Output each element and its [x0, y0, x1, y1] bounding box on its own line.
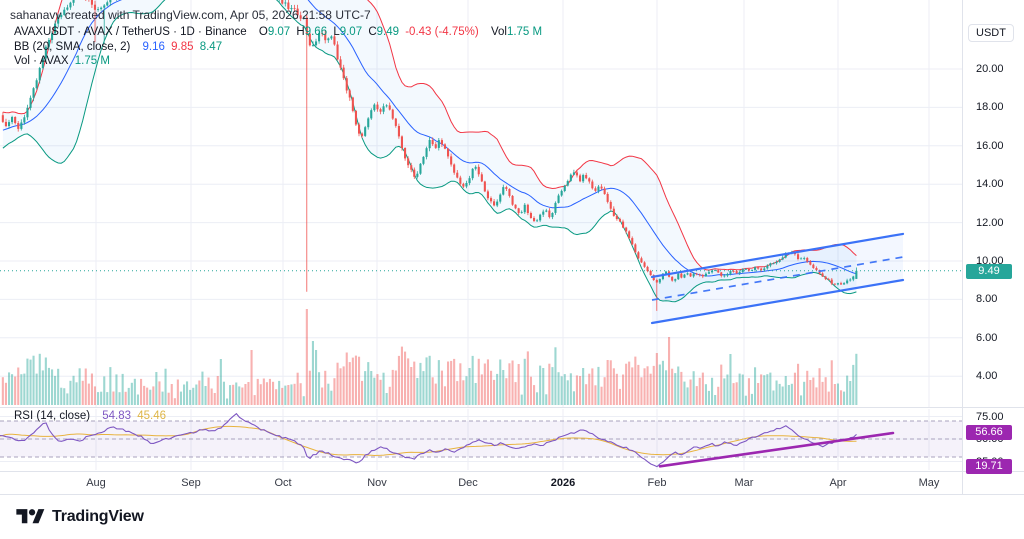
last-price-badge: 9.49 [966, 264, 1012, 279]
open-label: O [258, 26, 268, 38]
open-value: 9.07 [267, 26, 291, 38]
price-axis-separator [962, 0, 963, 495]
channel-fill [652, 233, 903, 323]
time-tick-label: 2026 [550, 477, 576, 489]
rsi-ma-line [0, 425, 857, 457]
time-tick-label: Apr [829, 477, 847, 489]
time-tick-label: Mar [734, 477, 754, 489]
rsi-ma-value: 45.46 [137, 410, 167, 422]
price-axis[interactable]: 20.00 18.00 16.00 14.00 12.00 10.00 8.00 6.00 4.… [963, 0, 1024, 471]
price-tick-label: 4.00 [976, 370, 998, 383]
rsi-trendline-start-badge: 19.71 [966, 459, 1012, 474]
change-value: -0.43 (-4.75%) [405, 26, 479, 38]
close-value: 9.49 [376, 26, 400, 38]
volume-row-label[interactable]: Vol · AVAX [14, 55, 69, 67]
price-tick-label: 18.00 [976, 101, 1004, 114]
currency-chip[interactable]: USDT [968, 24, 1014, 42]
time-tick-label: Dec [458, 477, 478, 489]
vol-value: 1.75 M [506, 26, 543, 38]
price-tick-label: 14.00 [976, 178, 1004, 191]
ascending-channel-drawing[interactable] [650, 232, 905, 325]
main-price-pane[interactable] [0, 0, 962, 407]
time-tick-label: Sep [181, 477, 201, 489]
price-tick-label: 12.00 [976, 216, 1004, 229]
price-tick-label: 8.00 [976, 293, 998, 306]
rsi-line [0, 412, 857, 468]
time-tick-label: May [918, 477, 940, 489]
rsi-pane[interactable] [0, 409, 962, 470]
vol-label: Vol [490, 26, 507, 38]
close-label: C [368, 26, 377, 38]
volume-legend-row[interactable]: Vol · AVAX 1.75 M [14, 55, 113, 67]
bb-lower-line [2, 0, 857, 303]
volume-bars [1, 309, 858, 405]
price-tick-label: 6.00 [976, 331, 998, 344]
watermark-text: sahanavv created with TradingView.com, A… [10, 8, 371, 22]
high-value: 9.66 [304, 26, 328, 38]
bb-lower-value: 8.47 [199, 41, 223, 53]
time-axis[interactable]: Aug Sep Oct Nov Dec 2026 Feb Mar Apr May [0, 472, 962, 494]
time-tick-label: Feb [647, 477, 667, 489]
rsi-value: 54.83 [102, 410, 132, 422]
symbol-legend-row[interactable]: AVAXUSDT · AVAX / TetherUS · 1D · Binanc… [14, 26, 545, 38]
bb-label[interactable]: BB (20, SMA, close, 2) [14, 41, 131, 53]
price-tick-label: 20.00 [976, 63, 1004, 75]
volume-row-value: 1.75 M [74, 55, 110, 67]
tradingview-footer[interactable]: TradingView [16, 504, 144, 530]
time-tick-label: Oct [274, 477, 292, 489]
rsi-trendline-end-badge: 56.66 [966, 425, 1012, 440]
price-tick-label: 16.00 [976, 139, 1004, 152]
symbol-title[interactable]: AVAXUSDT · AVAX / TetherUS · 1D · Binanc… [14, 26, 247, 38]
time-axis-separator [0, 471, 1024, 472]
time-tick-label: Nov [367, 477, 387, 489]
time-axis-bottom-border [0, 494, 1024, 495]
bollinger-legend-row[interactable]: BB (20, SMA, close, 2) 9.16 9.85 8.47 [14, 41, 225, 53]
rsi-trendline-drawing[interactable] [658, 431, 895, 468]
rsi-tick-label: 75.00 [976, 410, 1004, 423]
low-value: 9.07 [339, 26, 363, 38]
bb-upper-value: 9.85 [171, 41, 194, 53]
time-tick-label: Aug [86, 477, 106, 489]
pane-separator[interactable] [0, 407, 1024, 408]
tradingview-logo-text: TradingView [52, 508, 144, 525]
rsi-legend-row[interactable]: RSI (14, close) 54.83 45.46 [14, 410, 169, 422]
low-label: L [333, 26, 340, 38]
tradingview-logo-icon [16, 509, 45, 524]
bb-basis-value: 9.16 [142, 41, 165, 53]
bb-upper-line [2, 0, 857, 271]
candles [1, 0, 858, 311]
rsi-label[interactable]: RSI (14, close) [14, 410, 91, 422]
high-label: H [296, 26, 305, 38]
